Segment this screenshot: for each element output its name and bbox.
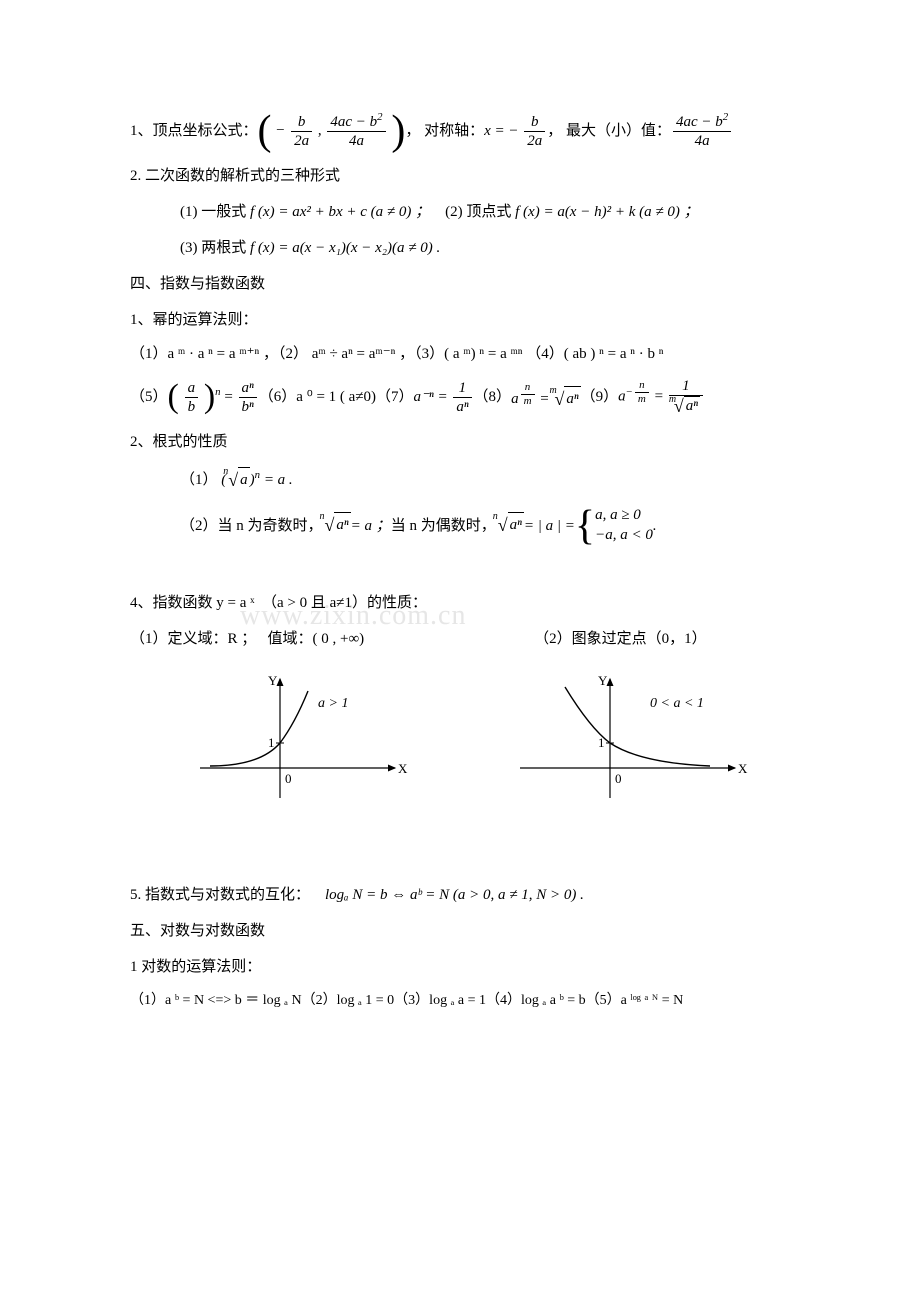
svg-text:X: X [398, 761, 408, 776]
document-page: 1、顶点坐标公式： ( − b 2a , 4ac − b2 4a ) ， 对称轴… [0, 0, 920, 1103]
svg-text:a > 1: a > 1 [318, 696, 348, 711]
exp-fn-title: 4、指数函数 y = a ˣ （a > 0 且 a≠1）的性质： [130, 591, 820, 615]
minus: − [275, 122, 285, 138]
exp-log-swap: 5. 指数式与对数式的互化： logₐ N = b ⇔ aᵇ = N (a > … [130, 883, 820, 907]
quad-form-1: (1) 一般式 f (x) = ax² + bx + c (a ≠ 0) ； (… [130, 200, 820, 224]
vertex-formula-line: 1、顶点坐标公式： ( − b 2a , 4ac − b2 4a ) ， 对称轴… [130, 110, 820, 152]
log-laws-line: （1）a ᵇ = N <=> b ＝ log ₐ N（2）log ₐ 1 = 0… [130, 991, 820, 1011]
power-laws-r2: （5） ( a b )n = aⁿ bⁿ （6）a ⁰ = 1 ( a≠0)（7… [130, 377, 820, 418]
roots-title: 2、根式的性质 [130, 430, 820, 454]
svg-text:0: 0 [615, 771, 622, 786]
domain-range: （1）定义域：R ； 值域：( 0 , +∞) [130, 627, 364, 651]
svg-text:1: 1 [598, 735, 605, 750]
exp-fn-props: （1）定义域：R ； 值域：( 0 , +∞) （2）图象过定点（0，1） [130, 627, 820, 651]
svg-text:Y: Y [598, 673, 608, 688]
section-5-title: 五、对数与对数函数 [130, 919, 820, 943]
section-4-title: 四、指数与指数函数 [130, 272, 820, 296]
svg-text:X: X [738, 761, 748, 776]
quad-forms-title: 2. 二次函数的解析式的三种形式 [130, 164, 820, 188]
root-prop-1: （1） (n√a)n = a . [130, 466, 820, 495]
symm-label: ， 对称轴： [405, 119, 484, 143]
svg-text:0 < a < 1: 0 < a < 1 [650, 696, 704, 711]
svg-text:1: 1 [268, 735, 275, 750]
power-laws-title: 1、幂的运算法则： [130, 308, 820, 332]
log-laws-title: 1 对数的运算法则： [130, 955, 820, 979]
root-prop-2: （2）当 n 为奇数时， n√aⁿ = a ； 当 n 为偶数时， n√aⁿ =… [130, 506, 820, 545]
svg-text:Y: Y [268, 673, 278, 688]
vertex-label: 1、顶点坐标公式： [130, 119, 258, 143]
exp-graph-increasing: X Y 0 1 a > 1 [190, 673, 410, 803]
power-laws-r1: （1）a ᵐ · a ⁿ = a ᵐ⁺ⁿ ，（2） aᵐ ÷ aⁿ = aᵐ⁻ⁿ… [130, 344, 820, 365]
maxmin-label: ， 最大（小）值： [547, 119, 671, 143]
exp-graph-decreasing: X Y 0 1 0 < a < 1 [510, 673, 750, 803]
quad-form-3: (3) 两根式 f (x) = a(x − x₁)(x − x₂)(a ≠ 0)… [130, 236, 820, 260]
svg-text:0: 0 [285, 771, 292, 786]
fixed-point: （2）图象过定点（0，1） [534, 627, 707, 651]
exp-graphs-row: X Y 0 1 a > 1 X Y 0 1 0 [190, 673, 820, 803]
